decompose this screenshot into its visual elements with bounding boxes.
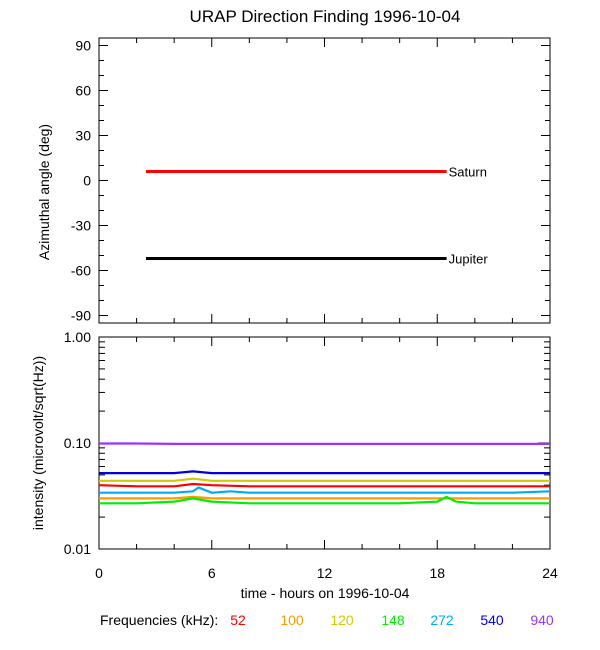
azimuth-panel: 90 60 30 0 -30 -60 -90 Azimuthal angle (deg) S… <box>36 37 551 324</box>
frequency-legend: Frequencies (kHz): 52 100 120 148 272 540 940 <box>100 612 554 628</box>
legend-item-100-khz: 100 <box>280 612 304 628</box>
azimuth-series: Saturn Jupiter <box>146 165 488 267</box>
time-x-tick-label: 24 <box>542 565 558 581</box>
series-line-148-khz <box>99 495 550 505</box>
series-label-saturn: Saturn <box>449 165 487 180</box>
time-x-tick-labels: 0 6 12 18 24 <box>95 565 558 581</box>
legend-item-272-khz: 272 <box>430 612 454 628</box>
legend-item-52-khz: 52 <box>230 612 246 628</box>
azimuth-y-axis-label: Azimuthal angle (deg) <box>36 124 52 260</box>
azimuth-y-tick-label: -60 <box>71 263 91 279</box>
frequency-legend-title: Frequencies (kHz): <box>100 612 218 628</box>
azimuth-plot-frame <box>98 37 551 324</box>
legend-item-120-khz: 120 <box>330 612 354 628</box>
legend-item-148-khz: 148 <box>381 612 405 628</box>
time-x-axis-label: time - hours on 1996-10-04 <box>241 585 410 601</box>
series-line-52-khz <box>98 482 550 488</box>
azimuth-y-tick-label: -90 <box>71 308 91 324</box>
time-x-tick-label: 18 <box>429 565 445 581</box>
azimuth-y-tick-labels: 90 60 30 0 -30 -60 -90 <box>71 38 91 324</box>
intensity-panel: 1.00 0.10 0.01 0 6 12 18 24 intensity (microvo… <box>30 329 558 601</box>
chart-title: URAP Direction Finding 1996-10-04 <box>190 7 461 26</box>
legend-item-940-khz: 940 <box>530 612 554 628</box>
intensity-y-tick-label: 0.01 <box>64 541 91 557</box>
time-x-tick-label: 12 <box>317 565 333 581</box>
intensity-y-tick-label: 0.10 <box>64 435 91 451</box>
azimuth-y-tick-label: 90 <box>75 38 91 54</box>
azimuth-y-tick-label: 0 <box>83 173 91 189</box>
series-line-100-khz <box>99 495 550 500</box>
series-label-jupiter: Jupiter <box>449 252 489 267</box>
azimuth-y-tick-label: 30 <box>75 128 91 144</box>
series-line-540-khz <box>99 470 550 475</box>
time-x-tick-label: 6 <box>208 565 216 581</box>
time-x-tick-label: 0 <box>95 565 103 581</box>
series-line-120-khz <box>99 477 550 482</box>
frequency-legend-items: 52 100 120 148 272 540 940 <box>230 612 554 628</box>
azimuth-y-tick-label: 60 <box>75 83 91 99</box>
intensity-series <box>98 442 551 505</box>
intensity-y-tick-labels: 1.00 0.10 0.01 <box>64 329 91 557</box>
intensity-y-tick-label: 1.00 <box>64 329 91 345</box>
legend-item-540-khz: 540 <box>480 612 504 628</box>
azimuth-y-tick-label: -30 <box>71 218 91 234</box>
intensity-y-axis-label: intensity (microvolt/sqrt(Hz)) <box>30 356 46 530</box>
azimuth-axis-ticks <box>98 38 551 323</box>
series-line-272-khz <box>99 486 551 494</box>
